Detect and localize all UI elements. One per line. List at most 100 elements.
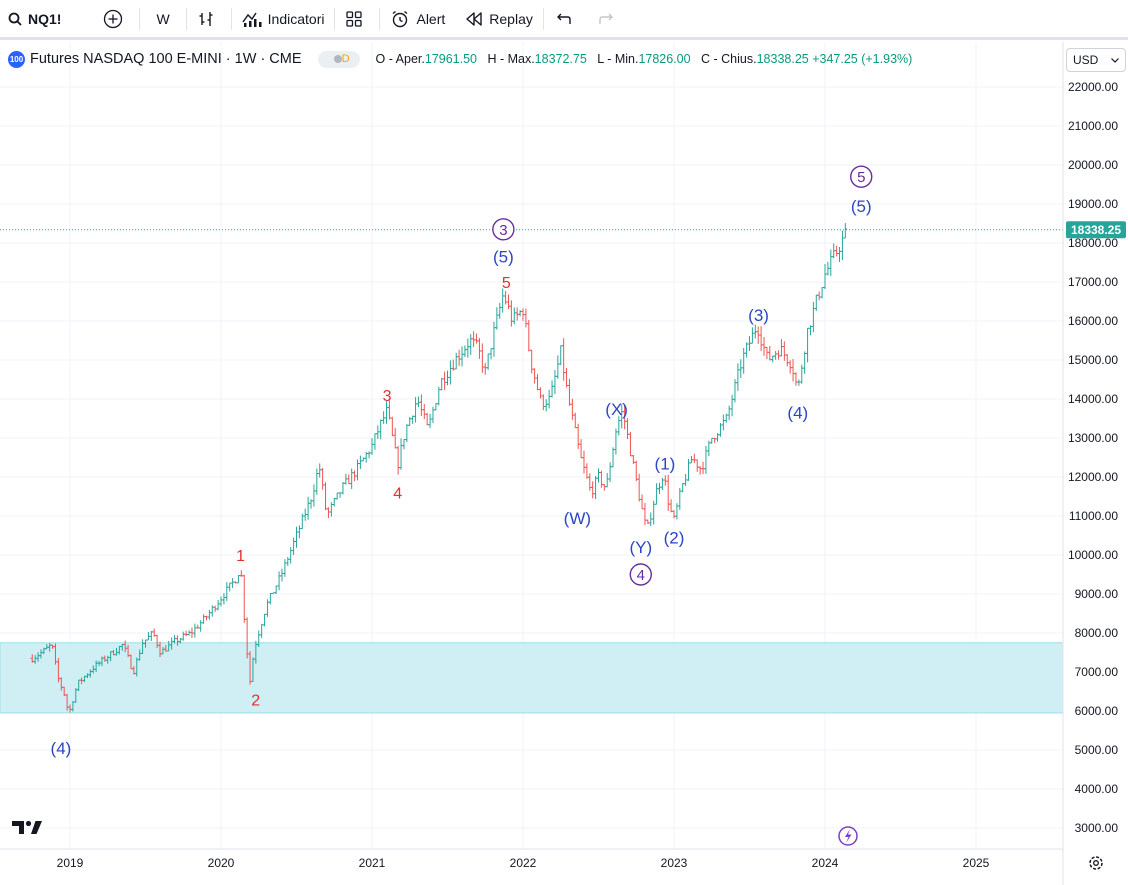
ohlc-bar [599,470,604,488]
ohlc-bar [669,499,673,513]
ohlc-bar [727,405,731,420]
redo-button[interactable] [588,0,632,39]
ohlc-bar [495,307,499,330]
grid-lines [0,42,1063,849]
wave-label[interactable]: 3 [383,388,392,405]
tradingview-logo[interactable] [12,820,42,834]
currency-label: USD [1073,53,1099,67]
ohlc-bar [634,460,639,482]
price-axis[interactable]: 3000.00 4000.00 5000.00 6000.00 7000.00 8000.… [1068,80,1118,835]
ohlc-bar [701,461,705,475]
market-status-badge[interactable]: D [317,50,360,68]
svg-text:3: 3 [383,388,392,405]
wave-label[interactable]: (X) [605,400,628,419]
wave-label[interactable]: (Y) [629,538,652,557]
indicators-button[interactable]: Indicatori [232,0,335,39]
ohlc-bar [506,294,511,310]
interval-button[interactable]: W [140,0,185,39]
time-axis[interactable]: 2019 2020 2021 2022 2023 2024 2025 [57,856,990,870]
ohlc-bar [590,481,595,499]
svg-text:(5): (5) [851,197,872,216]
ohlc-bar [219,596,223,607]
ohlc-bar [338,492,342,498]
wave-label[interactable]: (4) [51,739,72,758]
ohlc-bar [805,327,810,363]
wave-label[interactable]: (W) [564,509,591,528]
toolbar-divider [139,7,141,30]
ohlc-bar [605,472,610,488]
ohlc-bar [553,369,557,395]
settings-gear-icon[interactable] [1089,856,1103,870]
svg-text:(2): (2) [664,528,685,547]
svg-text:(1): (1) [655,454,676,473]
ohlc-bar [434,403,438,411]
toolbar-divider [334,7,336,30]
price-tick-label: 17000.00 [1068,275,1118,289]
ohlc-bar [527,320,531,352]
chevron-down-icon [1111,57,1119,63]
ohlc-bar [500,288,505,313]
layout-templates-button[interactable] [335,0,379,39]
interval-label: W [156,10,170,27]
svg-text:(3): (3) [748,306,769,325]
price-tick-label: 10000.00 [1068,548,1118,562]
wave-label[interactable]: 4 [393,486,402,503]
svg-text:(5): (5) [493,248,514,267]
wave-label[interactable]: (4) [787,404,808,423]
ohlc-bar [425,412,429,426]
ohlc-bar [471,331,476,347]
svg-text:(W): (W) [564,509,591,528]
ohlc-bar [262,613,267,627]
ohlc-bar [765,346,769,360]
wave-label[interactable]: (3) [748,306,769,325]
ohlc-bar [617,416,621,436]
svg-text:(4): (4) [51,739,72,758]
time-tick-label: 2020 [208,856,235,870]
ohlc-bar [802,351,807,374]
currency-select[interactable]: USD [1066,48,1126,72]
alert-button[interactable]: Alert [380,0,455,39]
wave-label[interactable]: (2) [664,528,685,547]
redo-icon [599,13,613,24]
price-tick-label: 19000.00 [1068,197,1118,211]
symbol-search-button[interactable]: NQ1! [0,0,93,39]
wave-label[interactable]: (5) [493,248,514,267]
wave-label[interactable]: 5 [502,275,511,292]
lightning-icon[interactable] [838,826,858,846]
price-tick-label: 8000.00 [1075,626,1119,640]
ohlc-bar [538,387,543,399]
ohlc-bar [657,482,662,495]
ohlc-bar [413,397,418,423]
ohlc-bar [637,473,641,502]
replay-button[interactable]: Replay [455,0,543,39]
wave-label[interactable]: 1 [236,548,245,565]
toolbar-divider [185,7,187,30]
wave-label[interactable]: 5 [850,165,873,188]
ohlc-bar [791,359,795,382]
undo-button[interactable] [544,0,588,39]
chart-type-button[interactable] [187,0,231,39]
ohlc-bar [567,379,572,406]
symbol-title[interactable]: Futures NASDAQ 100 E-MINI · 1W · CME [30,51,302,67]
compare-symbol-button[interactable] [93,0,139,39]
wave-label[interactable]: (1) [655,454,676,473]
ohlc-bar [779,339,784,357]
ohlc-bar [193,623,197,638]
ohlc-bar [445,370,450,386]
ohlc-bar [558,345,563,365]
ohlc-bar [460,346,464,367]
wave-label[interactable]: 2 [251,692,260,709]
ohlc-bar [680,482,685,493]
wave-label[interactable]: (5) [851,197,872,216]
ohlc-bar [483,362,488,375]
ohlc-bar [332,497,337,507]
toolbar-divider [379,7,381,30]
wave-label[interactable]: 3 [492,218,515,241]
time-tick-label: 2025 [963,856,990,870]
ohlc-bar [721,414,726,431]
ohlc-bar [454,352,459,370]
ohlc-bar [797,379,801,386]
wave-label[interactable]: 4 [629,563,652,586]
ohlc-bar [497,302,502,319]
